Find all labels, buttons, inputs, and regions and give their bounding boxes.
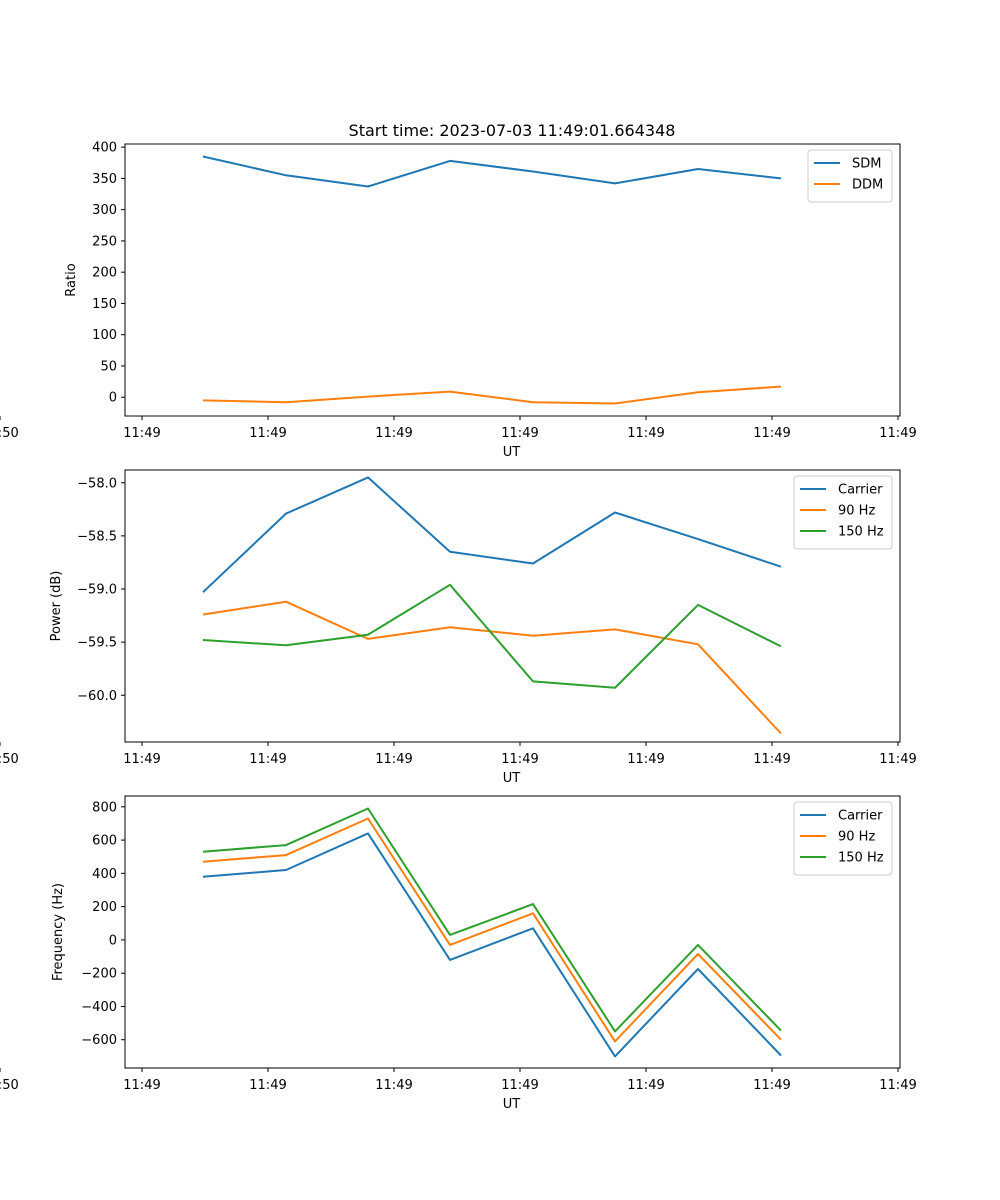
y-tick-label: 0: [109, 933, 117, 948]
legend: SDM DDM: [807, 149, 893, 203]
axes-frame: [124, 469, 901, 743]
y-axis-label: Power (dB): [49, 571, 64, 642]
y-tick-label: 400: [92, 141, 117, 156]
legend-label: 90 Hz: [838, 504, 875, 519]
x-tick-label: 11:49: [123, 426, 160, 441]
y-tick-label: 50: [100, 359, 117, 374]
subplot-3: 11:49 11:49 11:49 11:49 11:49 11:49 11:49 11:50…: [0, 795, 917, 1112]
x-tick-label: 11:49: [501, 752, 538, 767]
x-tick-label: 11:49: [753, 426, 790, 441]
y-tick-label: −600: [81, 1033, 117, 1048]
y-axis-label: Frequency (Hz): [51, 883, 66, 981]
series-line-carrier: [202, 832, 782, 1058]
y-tick-label: 100: [92, 328, 117, 343]
x-tick-label: 11:49: [879, 1078, 916, 1093]
series-line-150-hz: [202, 807, 782, 1033]
series-line-150-hz: [202, 583, 782, 689]
x-axis-label: UT: [503, 1097, 521, 1112]
x-tick-label: 11:49: [879, 426, 916, 441]
x-tick-label: 11:49: [249, 1078, 286, 1093]
x-axis-label: UT: [503, 445, 521, 460]
x-tick-label: 11:49: [627, 752, 664, 767]
y-tick-label: −200: [81, 967, 117, 982]
subplot-1: 11:49 11:49 11:49 11:49 11:49 11:49 11:49 11:50…: [0, 141, 917, 460]
x-tick-label: 11:49: [375, 426, 412, 441]
y-tick-label: −59.5: [77, 636, 117, 651]
legend: Carrier 90 Hz 150 Hz: [793, 475, 893, 550]
y-tick-label: 400: [92, 867, 117, 882]
legend-label: DDM: [852, 178, 883, 193]
x-tick-label: 11:49: [753, 1078, 790, 1093]
axes-frame: [124, 143, 901, 417]
x-tick-label: 11:50: [0, 752, 19, 767]
legend-label: Carrier: [838, 483, 883, 498]
y-tick-label: 600: [92, 834, 117, 849]
x-tick-label: 11:50: [0, 1078, 19, 1093]
x-tick-label: 11:49: [249, 426, 286, 441]
x-tick-label: 11:49: [501, 426, 538, 441]
y-tick-label: 300: [92, 203, 117, 218]
x-tick-label: 11:49: [753, 752, 790, 767]
y-tick-label: 350: [92, 172, 117, 187]
x-tick-label: 11:50: [0, 426, 19, 441]
x-tick-label: 11:49: [123, 1078, 160, 1093]
x-tick-label: 11:49: [375, 752, 412, 767]
legend: Carrier 90 Hz 150 Hz: [793, 801, 893, 876]
y-tick-label: 200: [92, 900, 117, 915]
y-tick-label: −58.5: [77, 529, 117, 544]
legend-label: 150 Hz: [838, 851, 884, 866]
plots-container: 11:49 11:49 11:49 11:49 11:49 11:49 11:49 11:50…: [0, 141, 917, 1112]
legend-label: 90 Hz: [838, 830, 875, 845]
y-tick-label: −400: [81, 1000, 117, 1015]
y-tick-label: 250: [92, 234, 117, 249]
y-tick-label: 800: [92, 800, 117, 815]
x-tick-label: 11:49: [501, 1078, 538, 1093]
y-tick-label: 150: [92, 297, 117, 312]
subplot-2: 11:49 11:49 11:49 11:49 11:49 11:49 11:49 11:50…: [0, 469, 917, 786]
series-line-sdm: [202, 155, 782, 188]
x-tick-label: 11:49: [627, 426, 664, 441]
legend-label: Carrier: [838, 809, 883, 824]
series-line-carrier: [202, 476, 782, 593]
x-tick-label: 11:49: [627, 1078, 664, 1093]
y-tick-label: 200: [92, 266, 117, 281]
chart-title: Start time: 2023-07-03 11:49:01.664348: [349, 121, 676, 140]
y-tick-label: 0: [109, 391, 117, 406]
y-axis-label: Ratio: [64, 263, 79, 296]
series-line-90-hz: [202, 817, 782, 1043]
legend-label: SDM: [852, 157, 881, 172]
x-tick-label: 11:49: [249, 752, 286, 767]
legend-label: 150 Hz: [838, 525, 884, 540]
series-line-ddm: [202, 385, 782, 405]
axes-frame: [124, 795, 901, 1069]
x-tick-label: 11:49: [123, 752, 160, 767]
series-line-90-hz: [202, 600, 782, 735]
x-axis-label: UT: [503, 771, 521, 786]
x-tick-label: 11:49: [375, 1078, 412, 1093]
y-tick-label: −59.0: [77, 583, 117, 598]
y-tick-label: −58.0: [77, 476, 117, 491]
y-tick-label: −60.0: [77, 689, 117, 704]
x-tick-label: 11:49: [879, 752, 916, 767]
